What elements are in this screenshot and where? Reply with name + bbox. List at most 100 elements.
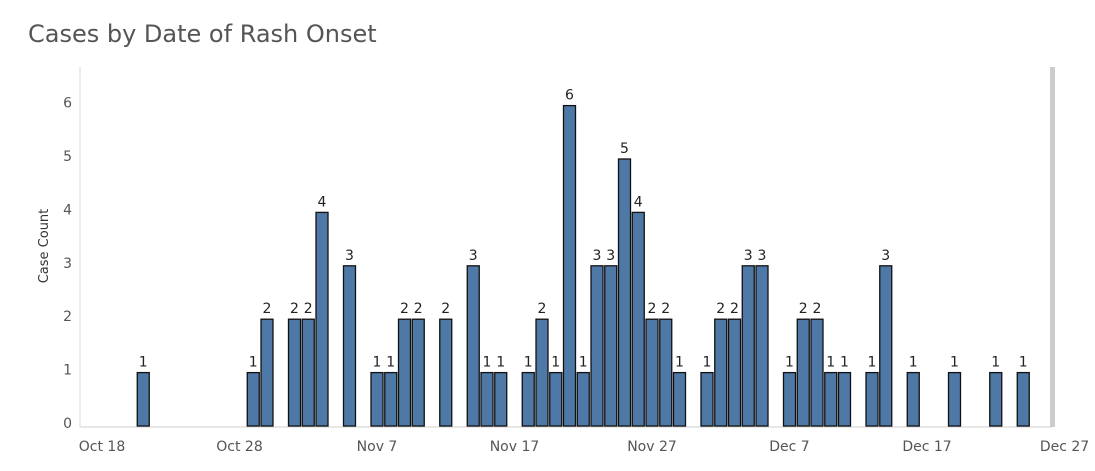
bar bbox=[301, 318, 315, 427]
bar bbox=[631, 211, 645, 427]
bar bbox=[342, 265, 357, 427]
data-label: 3 bbox=[881, 248, 890, 264]
data-label: 1 bbox=[139, 355, 148, 371]
bar bbox=[837, 371, 852, 427]
data-label: 1 bbox=[386, 355, 395, 371]
data-label: 2 bbox=[538, 301, 547, 317]
data-label: 3 bbox=[469, 248, 478, 264]
y-axis-label: Case Count bbox=[37, 209, 52, 284]
data-label: 2 bbox=[304, 301, 313, 317]
data-label: 2 bbox=[441, 301, 450, 317]
right-border bbox=[1050, 67, 1055, 427]
bar bbox=[1016, 371, 1030, 427]
x-tick-label: Nov 17 bbox=[490, 439, 540, 455]
bar bbox=[741, 265, 755, 427]
bar bbox=[576, 371, 590, 427]
data-label: 1 bbox=[675, 355, 684, 371]
bar bbox=[287, 318, 302, 427]
bar bbox=[384, 371, 398, 427]
data-label: 2 bbox=[730, 301, 739, 317]
x-tick-label: Dec 7 bbox=[769, 439, 809, 455]
data-label: 3 bbox=[345, 248, 354, 264]
bar bbox=[590, 265, 604, 427]
bar bbox=[672, 371, 687, 427]
x-tick-label: Nov 27 bbox=[627, 439, 677, 455]
data-label: 3 bbox=[593, 248, 602, 264]
data-label: 1 bbox=[703, 355, 712, 371]
bar bbox=[370, 371, 384, 427]
bar bbox=[549, 371, 563, 427]
y-tick-label: 3 bbox=[63, 256, 72, 272]
data-label: 1 bbox=[551, 355, 560, 371]
data-label: 1 bbox=[496, 355, 505, 371]
data-label: 2 bbox=[661, 301, 670, 317]
bar bbox=[810, 318, 824, 427]
data-label: 1 bbox=[1019, 355, 1028, 371]
bar bbox=[439, 318, 453, 427]
bar bbox=[645, 318, 659, 427]
bar bbox=[494, 371, 508, 427]
y-tick-label: 1 bbox=[63, 363, 72, 379]
y-tick-label: 5 bbox=[63, 149, 72, 165]
bar bbox=[714, 318, 728, 427]
bar bbox=[989, 371, 1003, 427]
x-tick-label: Oct 28 bbox=[216, 439, 262, 455]
bar bbox=[617, 158, 632, 427]
data-label: 3 bbox=[606, 248, 615, 264]
bar bbox=[727, 318, 742, 427]
data-label: 4 bbox=[634, 194, 643, 210]
bar bbox=[480, 371, 494, 427]
bar bbox=[659, 318, 673, 427]
data-label: 1 bbox=[373, 355, 382, 371]
data-label: 1 bbox=[826, 355, 835, 371]
bar bbox=[397, 318, 412, 427]
bar bbox=[865, 371, 879, 427]
bar bbox=[136, 371, 150, 427]
bar bbox=[879, 265, 893, 427]
y-tick-label: 2 bbox=[63, 309, 72, 325]
data-label: 2 bbox=[400, 301, 409, 317]
data-label: 2 bbox=[813, 301, 822, 317]
data-label: 6 bbox=[565, 88, 574, 104]
data-label: 3 bbox=[758, 248, 767, 264]
bar bbox=[824, 371, 838, 427]
data-label: 1 bbox=[991, 355, 1000, 371]
data-label: 1 bbox=[785, 355, 794, 371]
bar bbox=[796, 318, 810, 427]
data-label: 1 bbox=[909, 355, 918, 371]
data-label: 1 bbox=[249, 355, 258, 371]
data-label: 2 bbox=[263, 301, 272, 317]
bar bbox=[604, 265, 618, 427]
y-tick-label: 0 bbox=[63, 416, 72, 432]
bar bbox=[246, 371, 260, 427]
x-tick-label: Oct 18 bbox=[79, 439, 125, 455]
bar bbox=[411, 318, 425, 427]
bar bbox=[521, 371, 535, 427]
data-label: 1 bbox=[840, 355, 849, 371]
data-label: 1 bbox=[868, 355, 877, 371]
x-tick-label: Nov 7 bbox=[357, 439, 398, 455]
bar bbox=[947, 371, 962, 427]
data-label: 2 bbox=[716, 301, 725, 317]
bar bbox=[700, 371, 714, 427]
data-label: 1 bbox=[950, 355, 959, 371]
x-tick-label: Dec 27 bbox=[1040, 439, 1089, 455]
data-label: 1 bbox=[524, 355, 533, 371]
bar bbox=[315, 211, 329, 427]
y-tick-label: 4 bbox=[63, 202, 72, 218]
bar bbox=[906, 371, 920, 427]
data-label: 2 bbox=[799, 301, 808, 317]
bar bbox=[466, 265, 480, 427]
data-label: 2 bbox=[648, 301, 657, 317]
data-label: 5 bbox=[620, 141, 629, 157]
y-tick-label: 6 bbox=[63, 96, 72, 112]
chart-title: Cases by Date of Rash Onset bbox=[28, 20, 377, 48]
data-label: 4 bbox=[318, 194, 327, 210]
bar bbox=[260, 318, 274, 427]
data-label: 2 bbox=[414, 301, 423, 317]
bar bbox=[782, 371, 797, 427]
x-tick-label: Dec 17 bbox=[902, 439, 951, 455]
data-label: 3 bbox=[744, 248, 753, 264]
data-label: 1 bbox=[483, 355, 492, 371]
